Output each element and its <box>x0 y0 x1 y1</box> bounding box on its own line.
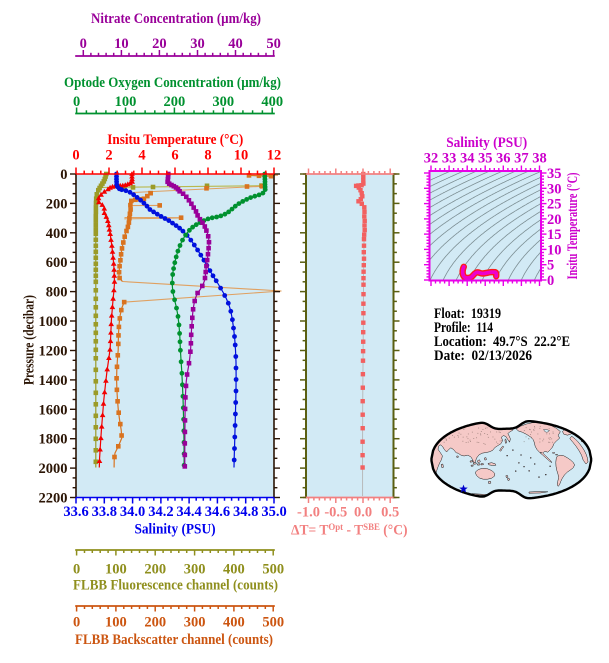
svg-text:0.5: 0.5 <box>381 505 399 521</box>
svg-text:33.6: 33.6 <box>63 504 88 520</box>
svg-text:Salinity (PSU): Salinity (PSU) <box>446 135 527 151</box>
svg-text:Float: 19319: Float: 19319 <box>434 306 501 322</box>
svg-text:0: 0 <box>60 167 67 183</box>
svg-text:25: 25 <box>547 197 562 213</box>
svg-text:Date: 02/13/2026: Date: 02/13/2026 <box>434 348 532 364</box>
svg-text:FLBB Backscatter channel (coun: FLBB Backscatter channel (counts) <box>75 632 273 648</box>
svg-text:6: 6 <box>171 148 178 164</box>
svg-text:35: 35 <box>547 166 562 182</box>
svg-text:Insitu Temperature (°C): Insitu Temperature (°C) <box>565 172 581 279</box>
svg-text:4: 4 <box>138 148 145 164</box>
svg-text:FLBB Fluorescence channel (cou: FLBB Fluorescence channel (counts) <box>73 578 278 594</box>
svg-text:35: 35 <box>478 151 493 167</box>
svg-text:200: 200 <box>164 94 186 110</box>
svg-text:12: 12 <box>267 148 282 164</box>
svg-text:34.0: 34.0 <box>120 504 145 520</box>
svg-text:34.8: 34.8 <box>233 504 258 520</box>
svg-text:1600: 1600 <box>39 402 68 418</box>
svg-text:-0.5: -0.5 <box>324 505 347 521</box>
svg-text:500: 500 <box>262 615 284 631</box>
svg-text:300: 300 <box>184 562 206 578</box>
svg-text:-1.0: -1.0 <box>297 505 320 521</box>
svg-text:1200: 1200 <box>39 344 68 360</box>
svg-text:0: 0 <box>73 615 80 631</box>
svg-text:200: 200 <box>144 562 166 578</box>
svg-text:100: 100 <box>105 615 127 631</box>
svg-text:800: 800 <box>46 285 68 301</box>
svg-text:34.6: 34.6 <box>205 504 230 520</box>
svg-text:400: 400 <box>223 562 245 578</box>
svg-text:2: 2 <box>105 148 112 164</box>
svg-text:35.0: 35.0 <box>261 504 286 520</box>
svg-text:200: 200 <box>46 196 68 212</box>
svg-text:1000: 1000 <box>39 314 68 330</box>
svg-text:100: 100 <box>105 562 127 578</box>
svg-text:15: 15 <box>547 227 562 243</box>
svg-text:Nitrate Concentration (µm/kg): Nitrate Concentration (µm/kg) <box>91 11 261 27</box>
svg-text:33.8: 33.8 <box>92 504 117 520</box>
svg-text:30: 30 <box>190 36 205 52</box>
svg-text:37: 37 <box>514 151 529 167</box>
svg-text:1400: 1400 <box>39 373 68 389</box>
svg-text:20: 20 <box>547 212 562 228</box>
svg-text:Location: 49.7°S 22.2°E: Location: 49.7°S 22.2°E <box>434 334 570 350</box>
svg-text:32: 32 <box>424 151 439 167</box>
svg-text:0: 0 <box>73 94 80 110</box>
svg-text:Salinity (PSU): Salinity (PSU) <box>135 522 216 538</box>
svg-text:0: 0 <box>80 36 87 52</box>
svg-text:10: 10 <box>114 36 129 52</box>
svg-text:200: 200 <box>144 615 166 631</box>
svg-text:0: 0 <box>73 562 80 578</box>
svg-text:20: 20 <box>152 36 167 52</box>
svg-text:0.0: 0.0 <box>354 505 372 521</box>
svg-text:10: 10 <box>547 242 562 258</box>
svg-text:400: 400 <box>261 94 283 110</box>
svg-text:Profile: 114: Profile: 114 <box>434 320 493 336</box>
svg-text:300: 300 <box>212 94 234 110</box>
svg-text:Optode Oxygen Concentration (µ: Optode Oxygen Concentration (µm/kg) <box>64 75 281 91</box>
svg-text:38: 38 <box>532 151 547 167</box>
svg-text:600: 600 <box>46 255 68 271</box>
svg-text:34.2: 34.2 <box>148 504 173 520</box>
svg-text:0: 0 <box>547 273 554 289</box>
svg-text:34: 34 <box>460 151 475 167</box>
svg-text:30: 30 <box>547 181 562 197</box>
svg-text:Insitu Temperature (°C): Insitu Temperature (°C) <box>107 132 243 148</box>
svg-text:34.4: 34.4 <box>176 504 201 520</box>
svg-text:33: 33 <box>442 151 457 167</box>
svg-text:2200: 2200 <box>39 491 68 507</box>
svg-text:36: 36 <box>496 151 511 167</box>
svg-text:Pressure (decibar): Pressure (decibar) <box>22 295 38 385</box>
svg-text:0: 0 <box>72 148 79 164</box>
svg-text:500: 500 <box>262 562 284 578</box>
svg-text:300: 300 <box>184 615 206 631</box>
svg-text:50: 50 <box>266 36 281 52</box>
svg-text:ΔT= TOpt - TSBE (°C): ΔT= TOpt - TSBE (°C) <box>291 523 408 539</box>
svg-text:8: 8 <box>204 148 211 164</box>
svg-text:400: 400 <box>223 615 245 631</box>
svg-text:100: 100 <box>115 94 137 110</box>
svg-text:1800: 1800 <box>39 432 68 448</box>
svg-text:2000: 2000 <box>39 461 68 477</box>
svg-text:400: 400 <box>46 226 68 242</box>
svg-text:40: 40 <box>228 36 243 52</box>
svg-text:5: 5 <box>547 258 554 274</box>
svg-text:10: 10 <box>234 148 249 164</box>
